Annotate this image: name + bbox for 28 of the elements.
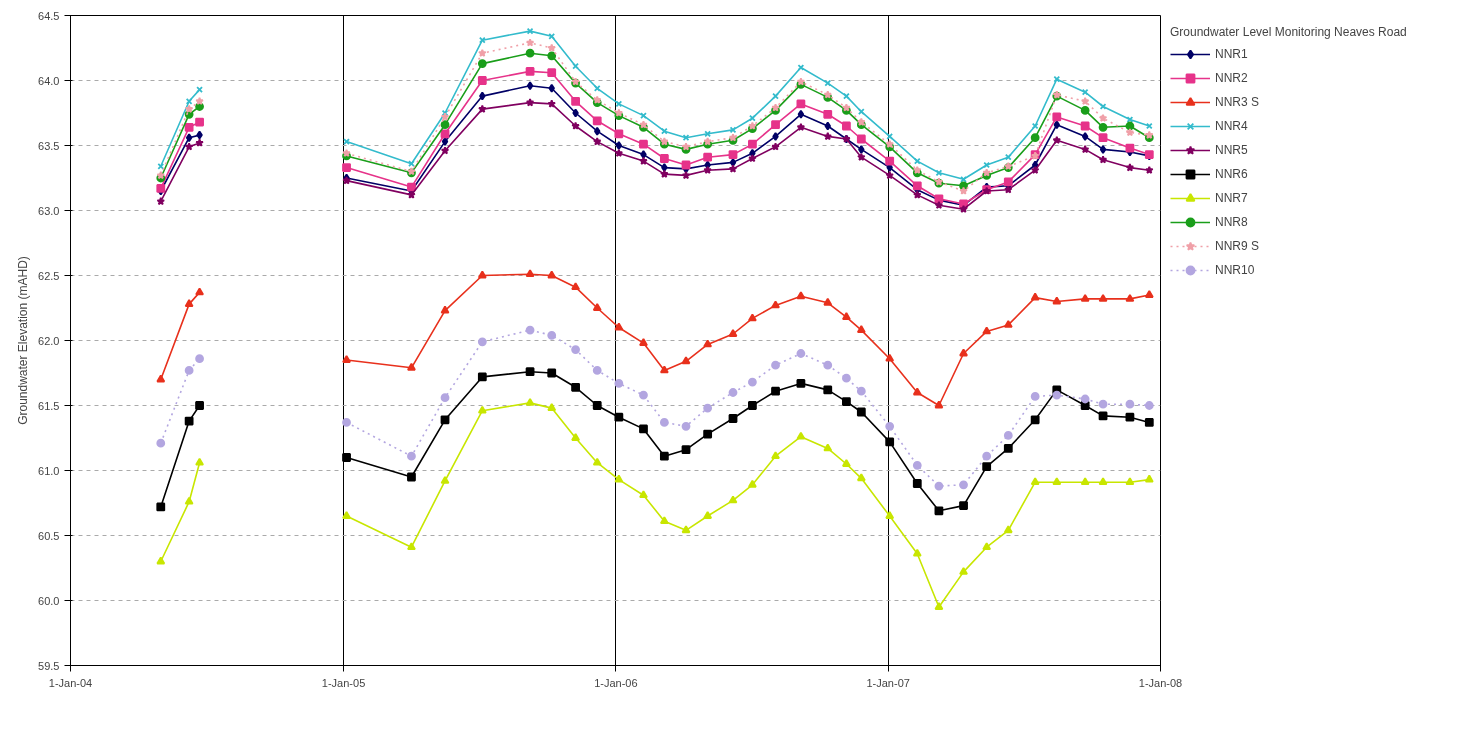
y-tick-label: 61.5 (38, 399, 60, 412)
legend-label: NNR9 S (1215, 239, 1260, 253)
legend-title: Groundwater Level Monitoring Neaves Road (1170, 25, 1407, 39)
legend-label: NNR5 (1215, 143, 1248, 157)
x-tick-label: 1-Jan-08 (1138, 676, 1183, 689)
x-tick-label: 1-Jan-05 (321, 676, 366, 689)
legend-label: NNR4 (1215, 119, 1248, 133)
y-tick-label: 62.5 (38, 269, 60, 282)
legend-label: NNR6 (1215, 167, 1248, 181)
legend-label: NNR7 (1215, 191, 1248, 205)
x-tick-label: 1-Jan-04 (48, 676, 93, 689)
y-axis-title: Groundwater Elevation (mAHD) (16, 256, 31, 425)
legend-label: NNR10 (1215, 263, 1255, 277)
legend-label: NNR3 S (1215, 95, 1260, 109)
y-tick-label: 61.0 (38, 464, 60, 477)
x-tick-label: 1-Jan-06 (594, 676, 638, 689)
x-tick-label: 1-Jan-07 (866, 676, 910, 689)
y-tick-label: 60.0 (38, 594, 60, 607)
y-tick-label: 64.0 (38, 74, 60, 87)
y-tick-label: 64.5 (38, 9, 60, 22)
y-tick-label: 60.5 (38, 529, 60, 542)
y-tick-label: 59.5 (38, 659, 60, 672)
y-tick-label: 62.0 (38, 334, 60, 347)
y-tick-label: 63.0 (38, 204, 60, 217)
y-tick-label: 63.5 (38, 139, 60, 152)
legend-label: NNR2 (1215, 71, 1248, 85)
legend-label: NNR8 (1215, 215, 1248, 229)
legend-label: NNR1 (1215, 47, 1248, 61)
